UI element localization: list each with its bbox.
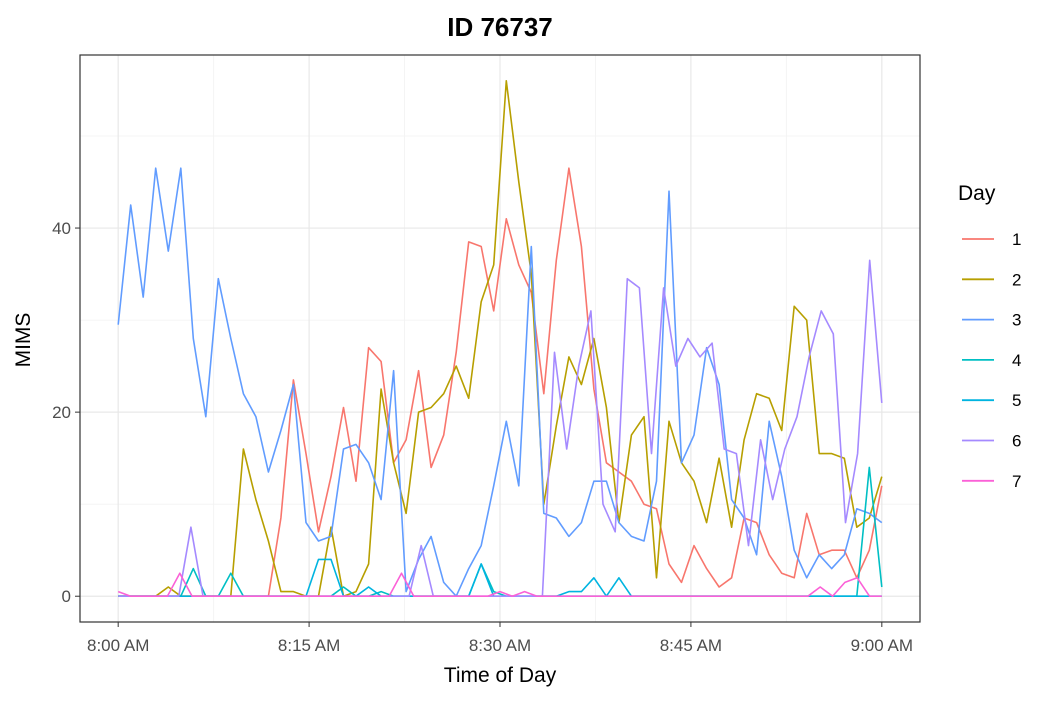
y-tick-label-2: 40	[52, 219, 71, 238]
legend: Day 1 2 3 4 5 6 7	[958, 182, 1021, 491]
legend-label-day-7: 7	[1012, 472, 1021, 491]
x-tick-label-0: 8:00 AM	[87, 636, 149, 655]
x-tick-label-3: 8:45 AM	[660, 636, 722, 655]
series-line-day-7	[117, 572, 882, 598]
x-axis-title: Time of Day	[444, 664, 557, 687]
grid	[80, 55, 920, 622]
series-lines	[117, 80, 883, 598]
y-tick-label-1: 20	[52, 403, 71, 422]
x-tick-label-2: 8:30 AM	[469, 636, 531, 655]
series-line-day-2	[118, 80, 883, 598]
legend-label-day-4: 4	[1012, 351, 1021, 370]
legend-title: Day	[958, 182, 996, 205]
y-tick-label-0: 0	[62, 587, 71, 606]
x-axis-ticks: 8:00 AM 8:15 AM 8:30 AM 8:45 AM 9:00 AM	[87, 622, 913, 655]
y-axis-title: MIMS	[12, 313, 35, 368]
legend-label-day-3: 3	[1012, 311, 1021, 330]
x-tick-label-1: 8:15 AM	[278, 636, 340, 655]
y-axis-ticks: 0 20 40	[52, 219, 80, 606]
series-line-day-3	[117, 167, 883, 598]
legend-label-day-6: 6	[1012, 432, 1021, 451]
legend-label-day-2: 2	[1012, 270, 1021, 289]
chart-title: ID 76737	[447, 12, 553, 42]
x-tick-label-4: 9:00 AM	[851, 636, 913, 655]
legend-label-day-5: 5	[1012, 391, 1021, 410]
legend-label-day-1: 1	[1012, 230, 1021, 249]
